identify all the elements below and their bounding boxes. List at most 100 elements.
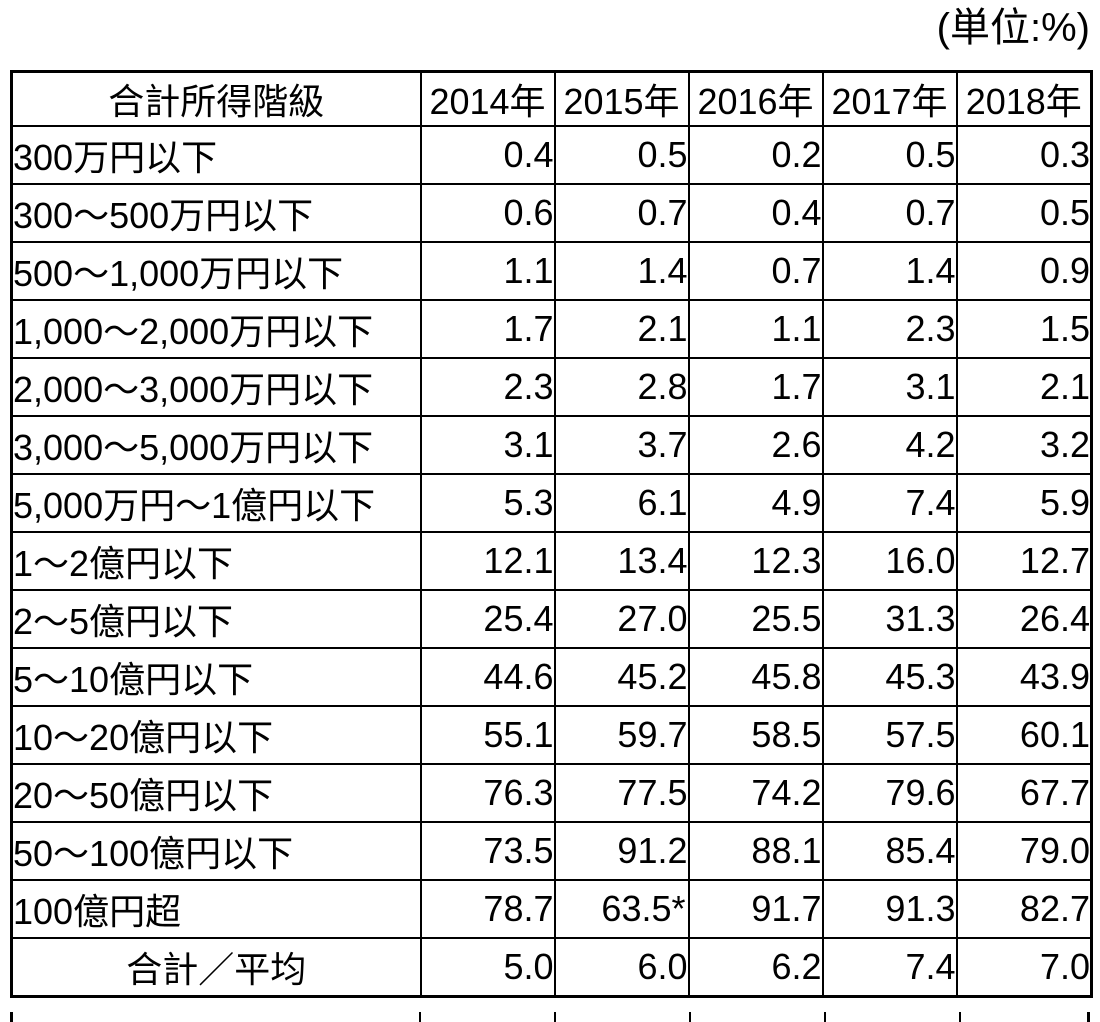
row-label: 5〜10億円以下 (10, 647, 422, 707)
table-row: 2〜5億円以下 25.4 27.0 25.5 31.3 26.4 (10, 589, 1093, 649)
value-cell: 78.7 (419, 879, 556, 939)
value-cell: 2.1 (553, 299, 690, 359)
value-cell: 82.7 (955, 879, 1093, 939)
value-cell: 1.5 (955, 299, 1093, 359)
value-cell: 77.5 (553, 763, 690, 823)
row-label: 20〜50億円以下 (10, 763, 422, 823)
value-cell: 79.0 (955, 821, 1093, 881)
value-cell: 6.1 (553, 473, 690, 533)
table-row: 1〜2億円以下 12.1 13.4 12.3 16.0 12.7 (10, 531, 1093, 591)
table-row: 20〜50億円以下 76.3 77.5 74.2 79.6 67.7 (10, 763, 1093, 823)
row-label: 3,000〜5,000万円以下 (10, 415, 422, 475)
value-cell: 1.4 (821, 241, 958, 301)
value-cell: 91.3 (821, 879, 958, 939)
value-cell: 3.7 (553, 415, 690, 475)
row-label: 300万円以下 (10, 125, 422, 185)
row-label: 2〜5億円以下 (10, 589, 422, 649)
value-cell: 25.5 (687, 589, 824, 649)
value-cell: 67.7 (955, 763, 1093, 823)
header-year-2018: 2018年 (955, 70, 1093, 127)
grid-stub (824, 1012, 826, 1022)
value-cell: 63.5* (553, 879, 690, 939)
value-cell: 45.2 (553, 647, 690, 707)
value-cell: 31.3 (821, 589, 958, 649)
value-cell: 0.6 (419, 183, 556, 243)
value-cell: 74.2 (687, 763, 824, 823)
value-cell: 1.1 (419, 241, 556, 301)
value-cell: 7.4 (821, 473, 958, 533)
grid-stub (1087, 1012, 1090, 1022)
value-cell: 0.7 (821, 183, 958, 243)
row-label: 10〜20億円以下 (10, 705, 422, 765)
value-cell: 1.1 (687, 299, 824, 359)
row-label: 2,000〜3,000万円以下 (10, 357, 422, 417)
table-row: 50〜100億円以下 73.5 91.2 88.1 85.4 79.0 (10, 821, 1093, 881)
row-label: 合計／平均 (10, 937, 422, 997)
value-cell: 0.5 (821, 125, 958, 185)
value-cell: 3.2 (955, 415, 1093, 475)
value-cell: 2.3 (419, 357, 556, 417)
table-row: 3,000〜5,000万円以下 3.1 3.7 2.6 4.2 3.2 (10, 415, 1093, 475)
value-cell: 1.7 (419, 299, 556, 359)
table-row: 合計／平均 5.0 6.0 6.2 7.4 7.0 (10, 937, 1093, 997)
value-cell: 0.5 (553, 125, 690, 185)
value-cell: 0.7 (687, 241, 824, 301)
table-row: 2,000〜3,000万円以下 2.3 2.8 1.7 3.1 2.1 (10, 357, 1093, 417)
row-label: 5,000万円〜1億円以下 (10, 473, 422, 533)
table-row: 5,000万円〜1億円以下 5.3 6.1 4.9 7.4 5.9 (10, 473, 1093, 533)
value-cell: 13.4 (553, 531, 690, 591)
row-label: 300〜500万円以下 (10, 183, 422, 243)
value-cell: 5.3 (419, 473, 556, 533)
row-label: 500〜1,000万円以下 (10, 241, 422, 301)
value-cell: 25.4 (419, 589, 556, 649)
table-body: 300万円以下 0.4 0.5 0.2 0.5 0.3 300〜500万円以下 0.6 0.7 0… (10, 125, 1093, 997)
table-row: 1,000〜2,000万円以下 1.7 2.1 1.1 2.3 1.5 (10, 299, 1093, 359)
value-cell: 58.5 (687, 705, 824, 765)
value-cell: 0.4 (687, 183, 824, 243)
value-cell: 2.3 (821, 299, 958, 359)
row-label: 100億円超 (10, 879, 422, 939)
value-cell: 45.8 (687, 647, 824, 707)
value-cell: 4.2 (821, 415, 958, 475)
row-label: 1〜2億円以下 (10, 531, 422, 591)
value-cell: 55.1 (419, 705, 556, 765)
grid-stub (10, 1012, 13, 1022)
value-cell: 6.0 (553, 937, 690, 997)
value-cell: 1.4 (553, 241, 690, 301)
value-cell: 7.4 (821, 937, 958, 997)
value-cell: 12.1 (419, 531, 556, 591)
value-cell: 1.7 (687, 357, 824, 417)
value-cell: 0.2 (687, 125, 824, 185)
value-cell: 91.2 (553, 821, 690, 881)
table-header: 合計所得階級 2014年 2015年 2016年 2017年 2018年 (10, 70, 1093, 127)
value-cell: 0.5 (955, 183, 1093, 243)
table-row: 10〜20億円以下 55.1 59.7 58.5 57.5 60.1 (10, 705, 1093, 765)
value-cell: 5.0 (419, 937, 556, 997)
unit-label: (単位:%) (936, 6, 1090, 50)
grid-stub (959, 1012, 961, 1022)
value-cell: 4.9 (687, 473, 824, 533)
value-cell: 0.7 (553, 183, 690, 243)
header-income-class: 合計所得階級 (10, 70, 422, 127)
header-year-2017: 2017年 (821, 70, 958, 127)
value-cell: 27.0 (553, 589, 690, 649)
value-cell: 26.4 (955, 589, 1093, 649)
table-row: 100億円超 78.7 63.5* 91.7 91.3 82.7 (10, 879, 1093, 939)
value-cell: 2.6 (687, 415, 824, 475)
value-cell: 91.7 (687, 879, 824, 939)
value-cell: 60.1 (955, 705, 1093, 765)
value-cell: 88.1 (687, 821, 824, 881)
value-cell: 85.4 (821, 821, 958, 881)
value-cell: 79.6 (821, 763, 958, 823)
value-cell: 3.1 (821, 357, 958, 417)
grid-stub (554, 1012, 556, 1022)
value-cell: 44.6 (419, 647, 556, 707)
table-row: 300〜500万円以下 0.6 0.7 0.4 0.7 0.5 (10, 183, 1093, 243)
income-table: 合計所得階級 2014年 2015年 2016年 2017年 2018年 300… (10, 70, 1093, 998)
value-cell: 5.9 (955, 473, 1093, 533)
header-year-2014: 2014年 (419, 70, 556, 127)
grid-stub (419, 1012, 421, 1022)
value-cell: 12.7 (955, 531, 1093, 591)
row-label: 1,000〜2,000万円以下 (10, 299, 422, 359)
